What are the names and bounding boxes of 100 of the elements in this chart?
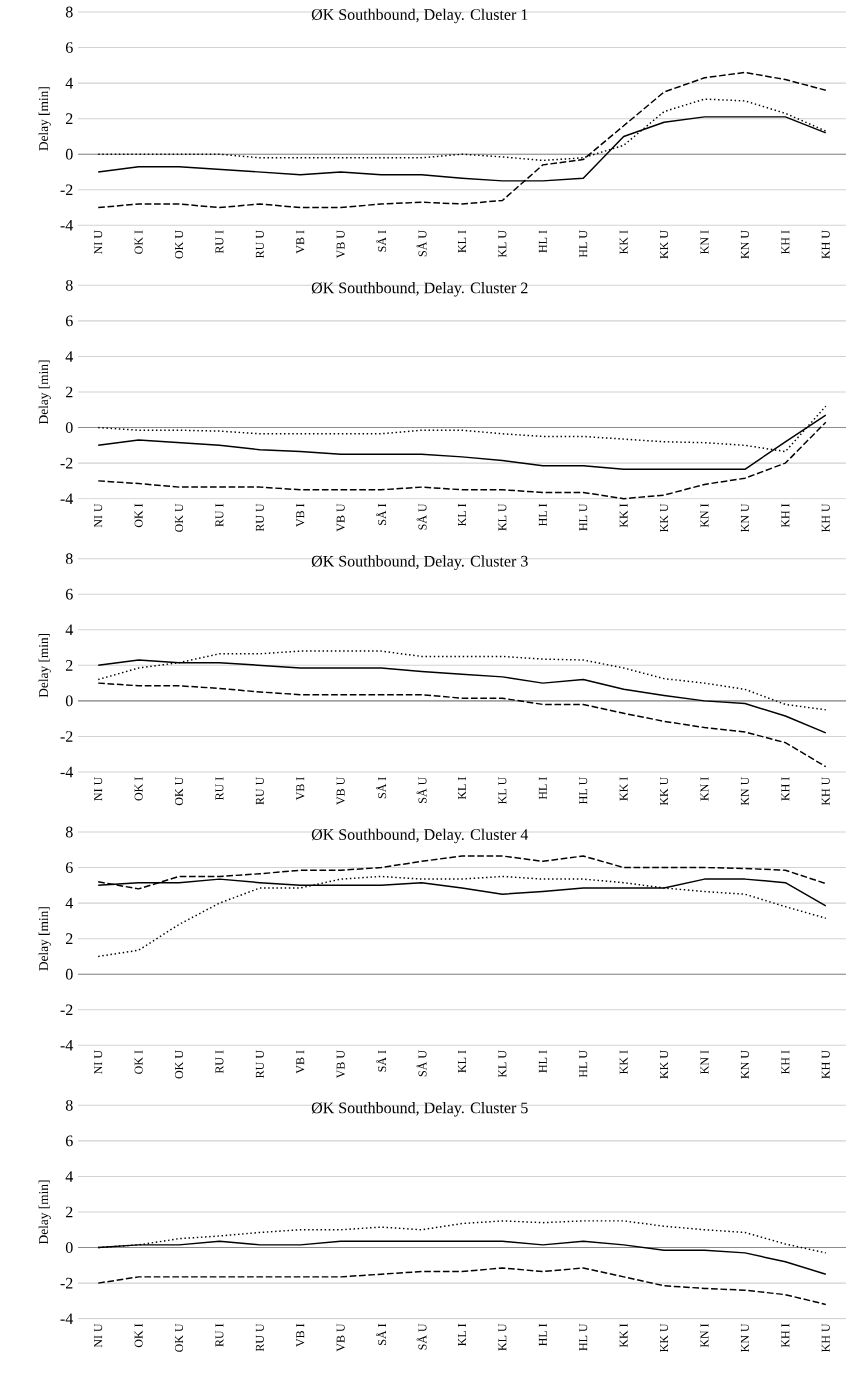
x-tick-label: NI U: [94, 230, 103, 255]
y-axis-title: Delay [min]: [38, 87, 51, 151]
x-tick-label: VB U: [336, 503, 345, 532]
x-tick-label: KL I: [458, 503, 466, 527]
x-tick-label: VB U: [336, 230, 345, 259]
x-tick-label: KK U: [660, 230, 669, 259]
x-tick-label: KK I: [619, 777, 628, 801]
x-tick-label: VB U: [336, 1050, 345, 1079]
x-tick-label: RU I: [215, 1050, 224, 1074]
x-tick-label: VB I: [296, 777, 305, 801]
x-tick-label: HL I: [538, 1050, 547, 1073]
x-tick-label: OK U: [175, 1050, 184, 1079]
y-axis-title: Delay [min]: [38, 360, 51, 425]
y-axis-title: Delay [min]: [38, 1180, 51, 1245]
x-tick-label: HL U: [579, 776, 588, 805]
x-tick-label: HL I: [538, 1323, 547, 1346]
x-tick-label: OK I: [134, 230, 143, 254]
x-tick-label: KN I: [700, 230, 709, 255]
x-tick-label: HL I: [538, 230, 547, 253]
x-tick-label: HL I: [538, 503, 547, 527]
y-tick-label: 8: [65, 553, 73, 565]
y-tick-label: 6: [65, 862, 73, 873]
x-tick-label: KK U: [660, 1050, 669, 1079]
x-tick-label: HL I: [538, 777, 547, 800]
x-tick-label: KH U: [821, 776, 830, 806]
y-tick-label: 4: [65, 624, 74, 636]
x-tick-label: KN U: [740, 776, 749, 806]
y-tick-label: 4: [65, 1171, 74, 1182]
x-tick-label: KH U: [821, 230, 830, 259]
y-tick-label: 2: [66, 1206, 73, 1218]
x-tick-label: VB U: [336, 776, 345, 805]
x-tick-label: KN I: [700, 503, 709, 528]
y-tick-label: -4: [60, 1040, 74, 1051]
y-axis-title: Delay [min]: [38, 907, 51, 971]
y-tick-label: 0: [65, 695, 73, 707]
y-tick-label: 8: [65, 6, 73, 18]
chart-title: ØK Southbound, Delay. Cluster 2: [311, 282, 528, 297]
x-tick-label: HL U: [579, 1323, 588, 1351]
x-tick-label: VB U: [336, 1323, 345, 1352]
y-tick-label: -2: [60, 1277, 73, 1289]
x-tick-label: RU I: [215, 1323, 224, 1347]
x-tick-label: KK U: [660, 1323, 669, 1353]
x-tick-label: KL U: [498, 1050, 507, 1078]
y-tick-label: 8: [65, 279, 73, 291]
y-tick-label: 6: [65, 1135, 73, 1147]
x-tick-label: RU U: [255, 1323, 264, 1352]
line-series: [97, 875, 827, 958]
y-tick-label: -2: [60, 457, 73, 469]
x-tick-label: OK U: [175, 503, 184, 532]
y-tick-label: 6: [65, 588, 73, 600]
x-tick-label: SÅ I: [376, 503, 387, 525]
x-tick-label: SÅ I: [376, 777, 387, 799]
y-tick-label: -4: [60, 1313, 74, 1324]
y-tick-label: 6: [65, 315, 73, 327]
y-tick-label: 2: [66, 386, 73, 398]
x-tick-label: RU U: [255, 1050, 264, 1079]
y-tick-label: 0: [65, 422, 73, 433]
x-tick-label: KH I: [781, 1323, 790, 1348]
x-tick-label: NI U: [94, 1323, 103, 1348]
x-tick-label: SÅ U: [416, 1050, 427, 1077]
y-tick-label: -2: [60, 184, 73, 196]
x-tick-label: KK U: [660, 776, 669, 806]
x-tick-label: NI U: [94, 776, 103, 801]
x-tick-label: KK I: [619, 1050, 628, 1075]
x-tick-label: KN U: [740, 1323, 749, 1353]
y-tick-label: -4: [60, 766, 74, 778]
x-tick-label: NI U: [94, 1050, 103, 1075]
y-tick-label: 8: [65, 826, 73, 838]
y-tick-label: 2: [66, 933, 73, 944]
y-tick-label: -2: [60, 1004, 73, 1016]
x-tick-label: KN U: [740, 230, 749, 259]
x-tick-label: VB I: [296, 1323, 305, 1347]
x-tick-label: VB I: [296, 503, 305, 527]
x-tick-label: KL I: [458, 1050, 466, 1073]
x-tick-label: KH U: [821, 1323, 830, 1353]
x-tick-label: KK U: [660, 503, 669, 533]
x-tick-label: KN I: [700, 777, 709, 801]
x-tick-label: RU I: [215, 503, 224, 527]
x-tick-label: KL I: [458, 777, 466, 800]
x-tick-label: HL U: [579, 1050, 588, 1078]
x-tick-label: HL U: [579, 503, 588, 531]
x-tick-label: KH I: [781, 503, 790, 528]
chart-title: ØK Southbound, Delay. Cluster 1: [311, 8, 528, 24]
x-tick-label: KL U: [498, 1323, 507, 1351]
chart-title: ØK Southbound, Delay. Cluster 5: [311, 1102, 528, 1117]
x-tick-label: KN U: [740, 1050, 749, 1079]
x-tick-label: SÅ I: [376, 1323, 387, 1345]
y-tick-label: 4: [65, 77, 74, 89]
chart-title: ØK Southbound, Delay. Cluster 4: [311, 828, 529, 844]
y-tick-label: 6: [65, 42, 73, 53]
x-tick-label: KH I: [781, 230, 790, 255]
x-tick-label: KL U: [498, 776, 507, 805]
x-tick-label: RU I: [215, 777, 224, 801]
x-tick-label: KL I: [458, 230, 466, 253]
x-tick-label: OK U: [175, 776, 184, 806]
x-tick-label: KH I: [781, 1050, 790, 1075]
x-tick-label: RU U: [255, 230, 264, 259]
x-tick-label: KN I: [700, 1050, 709, 1075]
x-tick-label: OK I: [134, 1323, 143, 1348]
x-tick-label: SÅ U: [416, 503, 427, 530]
